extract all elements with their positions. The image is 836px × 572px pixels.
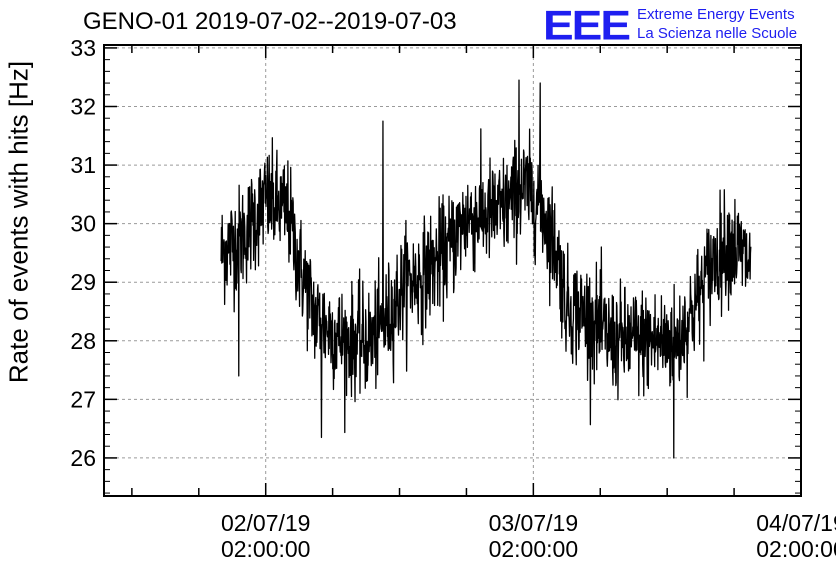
chart-title: GENO-01 2019-07-02--2019-07-03 xyxy=(83,8,457,35)
y-tick-label: 26 xyxy=(70,445,96,471)
data-layer xyxy=(220,79,752,459)
y-tick-label: 30 xyxy=(70,211,96,237)
y-tick-label: 28 xyxy=(70,328,96,354)
x-tick-time-label: 02:00:00 xyxy=(489,536,579,562)
x-tick-time-label: 02:00:00 xyxy=(221,536,311,562)
eee-logo: EEE xyxy=(543,1,631,49)
x-tick-time-label: 02:00:00 xyxy=(756,536,836,562)
y-tick-label: 32 xyxy=(70,94,96,120)
axis-ticks xyxy=(104,45,801,496)
y-axis-label: Rate of events with hits [Hz] xyxy=(3,60,34,384)
y-tick-label: 27 xyxy=(70,386,96,412)
rate-series-line xyxy=(220,79,752,459)
logo-line-2: La Scienza nelle Scuole xyxy=(637,25,798,42)
x-tick-date-label: 04/07/19 xyxy=(756,510,836,536)
logo-line-1: Extreme Energy Events xyxy=(637,6,795,23)
y-tick-label: 29 xyxy=(70,269,96,295)
y-tick-label: 31 xyxy=(70,152,96,178)
x-tick-date-label: 02/07/19 xyxy=(221,510,311,536)
y-tick-label: 33 xyxy=(70,35,96,61)
tick-labels: 262728293031323302/07/1902:00:0003/07/19… xyxy=(70,35,836,562)
x-tick-date-label: 03/07/19 xyxy=(489,510,579,536)
